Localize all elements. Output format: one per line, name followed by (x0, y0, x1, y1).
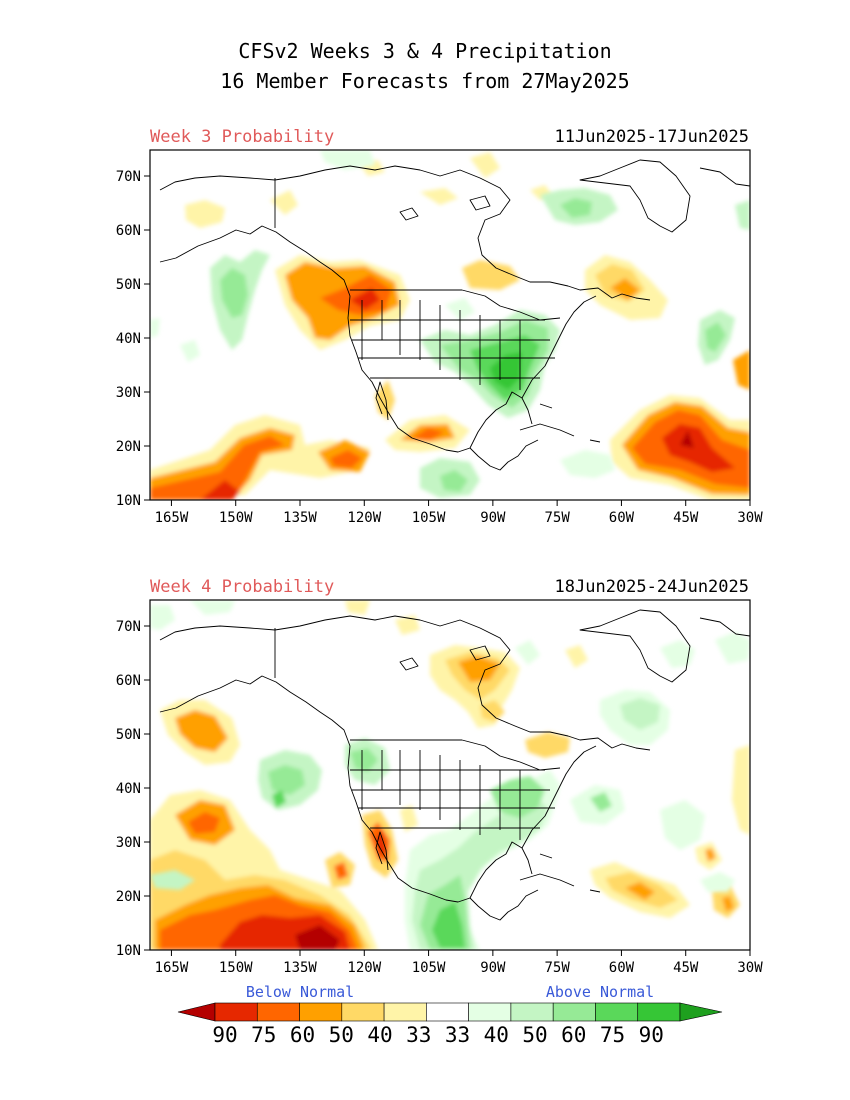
week3-lon-label: 135W (283, 510, 317, 526)
week3-lat-label: 60N (116, 223, 141, 239)
week4-axes: 70N 60N 50N 40N 30N 20N 10N 165W 150W 135W 120W 105… (116, 619, 764, 976)
week4-lat-label: 50N (116, 727, 141, 743)
week4-lon-label: 90W (480, 960, 506, 976)
legend-swatch (468, 1002, 512, 1022)
legend-arrow-left (177, 1002, 216, 1022)
legend-value: 90 (212, 1023, 237, 1047)
week4-lat-label: 30N (116, 835, 141, 851)
legend-swatch (510, 1002, 554, 1022)
week4-lon-label: 150W (219, 960, 253, 976)
week4-probability-field (150, 600, 750, 950)
above-normal-label: Above Normal (546, 983, 654, 1001)
color-legend: Below Normal Above Normal 90 75 60 50 40 33 33… (177, 983, 723, 1047)
legend-value: 90 (639, 1023, 664, 1047)
week3-lat-label: 50N (116, 277, 141, 293)
week4-map-frame (149, 599, 751, 951)
legend-swatch (299, 1002, 343, 1022)
legend-value: 40 (367, 1023, 392, 1047)
legend-swatch (595, 1002, 639, 1022)
week4-lon-label: 75W (544, 960, 570, 976)
legend-swatch (552, 1002, 596, 1022)
legend-value: 40 (484, 1023, 509, 1047)
legend-swatch (637, 1002, 681, 1022)
legend-value: 60 (561, 1023, 586, 1047)
week3-probability-field (150, 150, 750, 500)
week4-lon-label: 45W (673, 960, 699, 976)
week4-coastlines (159, 609, 750, 921)
week4-lon-label: 120W (347, 960, 381, 976)
week3-lat-label: 10N (116, 493, 141, 509)
week4-lat-label: 10N (116, 943, 141, 959)
legend-value: 50 (522, 1023, 547, 1047)
week4-lon-label: 165W (155, 960, 189, 976)
legend-swatch (341, 1002, 385, 1022)
legend-arrow-right (679, 1002, 723, 1022)
legend-value: 50 (329, 1023, 354, 1047)
week4-lon-label: 30W (737, 960, 763, 976)
legend-value: 75 (251, 1023, 276, 1047)
week3-lon-label: 120W (347, 510, 381, 526)
week3-lat-label: 20N (116, 439, 141, 455)
week3-lon-label: 60W (609, 510, 635, 526)
below-normal-label: Below Normal (246, 983, 354, 1001)
week4-lon-label: 105W (412, 960, 446, 976)
legend-values: 90 75 60 50 40 33 33 40 50 60 75 90 (212, 1023, 664, 1047)
week3-axes: 70N 60N 50N 40N 30N 20N 10N 165W 150W 135W 120W 105… (116, 169, 764, 526)
legend-swatch (383, 1002, 427, 1022)
legend-swatch (214, 1002, 258, 1022)
week3-panel: Week 3 Probability 11Jun2025-17Jun2025 (116, 127, 764, 526)
week3-lon-label: 30W (737, 510, 763, 526)
week3-lat-label: 70N (116, 169, 141, 185)
legend-value: 75 (600, 1023, 625, 1047)
week4-lat-label: 60N (116, 673, 141, 689)
week4-lat-label: 20N (116, 889, 141, 905)
figure-title-line1: CFSv2 Weeks 3 & 4 Precipitation (238, 39, 611, 63)
legend-swatch (426, 1002, 469, 1022)
week3-lon-label: 45W (673, 510, 699, 526)
week4-lat-label: 70N (116, 619, 141, 635)
week4-dates: 18Jun2025-24Jun2025 (555, 577, 749, 597)
legend-colorbar (177, 1002, 723, 1022)
week3-label: Week 3 Probability (150, 127, 334, 147)
week3-lon-label: 165W (155, 510, 189, 526)
week3-coastlines (159, 159, 750, 471)
week3-lon-label: 150W (219, 510, 253, 526)
week3-map-frame (149, 149, 751, 501)
legend-value: 60 (290, 1023, 315, 1047)
week3-lon-label: 75W (544, 510, 570, 526)
week4-lon-label: 135W (283, 960, 317, 976)
week3-lat-label: 30N (116, 385, 141, 401)
week3-lon-label: 90W (480, 510, 506, 526)
legend-value: 33 (406, 1023, 431, 1047)
week4-lon-label: 60W (609, 960, 635, 976)
week4-panel: Week 4 Probability 18Jun2025-24Jun2025 (116, 577, 764, 976)
figure-title-line2: 16 Member Forecasts from 27May2025 (220, 69, 629, 93)
legend-swatch (256, 1002, 300, 1022)
week3-dates: 11Jun2025-17Jun2025 (555, 127, 749, 147)
week4-label: Week 4 Probability (150, 577, 334, 597)
legend-value: 33 (445, 1023, 470, 1047)
week4-lat-label: 40N (116, 781, 141, 797)
week3-lat-label: 40N (116, 331, 141, 347)
week3-lon-label: 105W (412, 510, 446, 526)
